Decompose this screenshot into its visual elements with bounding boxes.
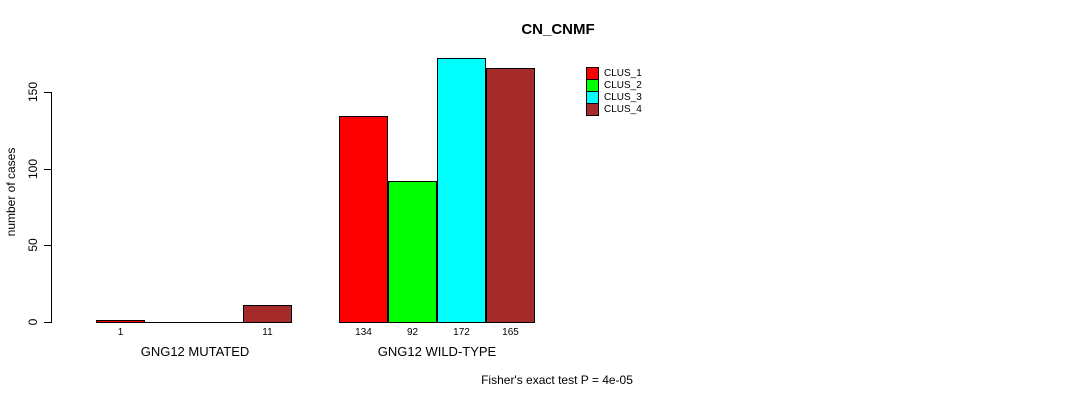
legend-label-clus_3: CLUS_3: [604, 92, 642, 103]
chart-title: CN_CNMF: [521, 21, 595, 38]
y-axis-tick: [44, 322, 51, 323]
bar-value-label: 11: [262, 327, 273, 338]
bar-value-label: 1: [117, 327, 124, 338]
bar-clus_2-group2: [388, 181, 437, 323]
y-axis-tick-label: 150: [26, 81, 40, 103]
stat-test-caption: Fisher's exact test P = 4e-05: [481, 373, 633, 387]
y-axis-tick-label: 50: [26, 238, 40, 252]
bar-clus_2-group1: [145, 322, 194, 323]
legend-label-clus_4: CLUS_4: [604, 104, 642, 115]
x-group-label-wildtype: GNG12 WILD-TYPE: [377, 344, 497, 359]
y-axis-tick-label: 100: [26, 158, 40, 180]
legend-label-clus_1: CLUS_1: [604, 68, 642, 79]
bar-clus_3-group1: [194, 322, 243, 323]
bar-clus_1-group2: [339, 116, 388, 323]
bar-clus_4-group2: [486, 68, 535, 323]
y-axis-line: [51, 92, 52, 323]
y-axis-tick: [44, 169, 51, 170]
legend-swatch-clus_4: [586, 103, 599, 116]
x-group-label-mutated: GNG12 MUTATED: [140, 344, 250, 359]
legend-label-clus_2: CLUS_2: [604, 80, 642, 91]
y-axis-label: number of cases: [4, 147, 18, 237]
bar-clus_1-group1: [96, 320, 145, 323]
bar-value-label: 92: [406, 327, 419, 338]
bar-value-label: 172: [453, 327, 470, 338]
y-axis-tick: [44, 245, 51, 246]
bar-clus_4-group1: [243, 305, 292, 323]
bar-clus_3-group2: [437, 58, 486, 323]
bar-value-label: 165: [502, 327, 519, 338]
y-axis-tick-label: 0: [26, 318, 40, 326]
bar-value-label: 134: [355, 327, 372, 338]
y-axis-tick: [44, 92, 51, 93]
